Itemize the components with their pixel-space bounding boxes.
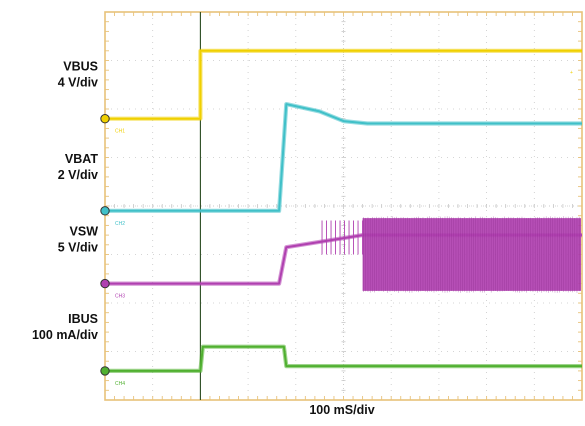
vsw-channel-tag: CH3 [115, 294, 125, 300]
vbus-channel-tag: CH1 [115, 129, 125, 135]
ibus-trace [105, 345, 582, 372]
vbat-scale-label: 2 V/div [58, 168, 98, 182]
trigger-level-marker: + [570, 70, 573, 76]
ground-markers: CH1 CH2 CH3 CH4 + [100, 70, 573, 387]
grid [104, 11, 583, 401]
vbus-scale-label: 4 V/div [58, 76, 98, 90]
channel-labels: VBUS 4 V/div VBAT 2 V/div VSW 5 V/div IBUS 100 … [32, 60, 98, 342]
ibus-scale-label: 100 mA/div [32, 328, 98, 342]
vsw-label: VSW [70, 225, 99, 239]
ibus-label: IBUS [68, 312, 98, 326]
vbat-channel-tag: CH2 [115, 221, 125, 227]
ibus-ground-marker [100, 366, 110, 376]
vbat-label: VBAT [65, 152, 98, 166]
vsw-scale-label: 5 V/div [58, 241, 98, 255]
timebase-label: 100 mS/div [309, 403, 374, 417]
ibus-channel-tag: CH4 [115, 381, 125, 387]
vbus-trace [105, 49, 582, 120]
vsw-ground-marker [100, 278, 110, 289]
vbus-label: VBUS [63, 60, 98, 74]
traces [105, 48, 582, 373]
vbus-ground-marker [100, 114, 110, 124]
vbat-trace [105, 103, 582, 212]
plot-border [104, 11, 583, 401]
vbat-ground-marker [100, 206, 110, 216]
